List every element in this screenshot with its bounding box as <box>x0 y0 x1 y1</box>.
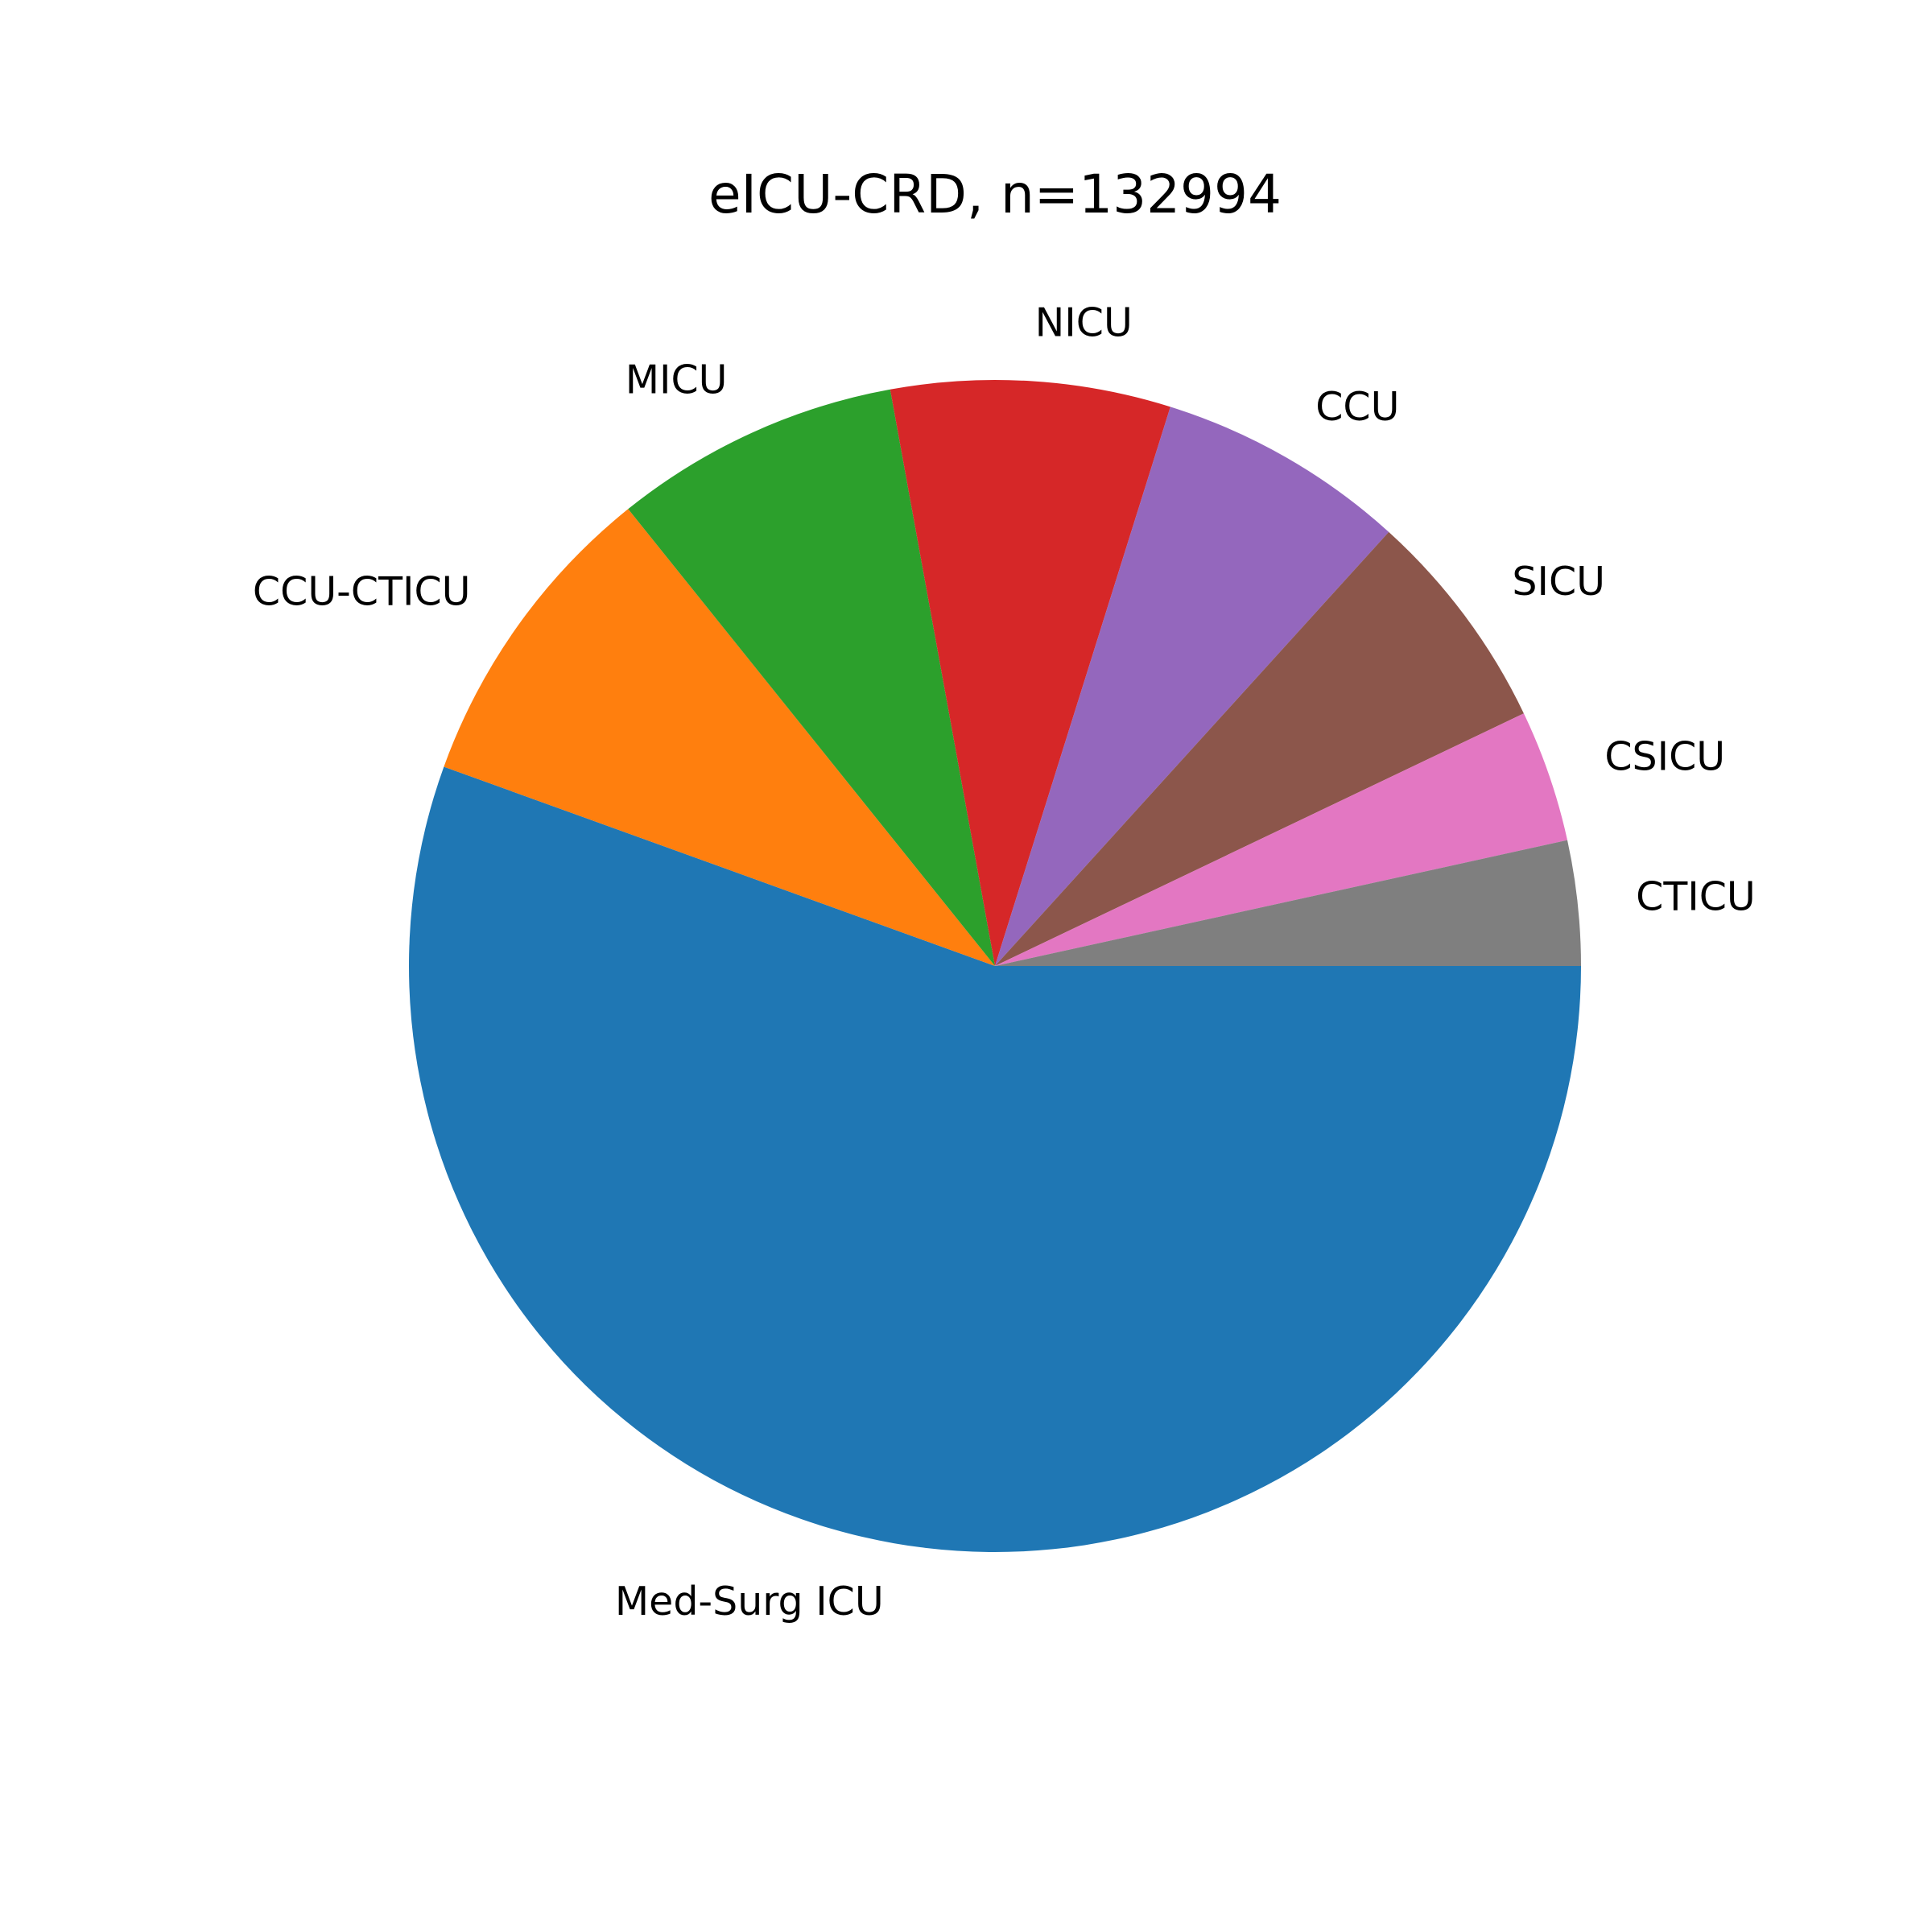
pie-slice-ccu <box>995 407 1389 966</box>
slices-layer <box>409 380 1582 1553</box>
pie-slice-sicu <box>995 531 1524 966</box>
pie-slice-nicu <box>890 380 1170 967</box>
slice-label-sicu: SICU <box>1512 559 1605 605</box>
pie-slice-cticu <box>995 840 1581 966</box>
slice-label-med-surg-icu: Med-Surg ICU <box>615 1579 884 1624</box>
chart-title: eICU-CRD, n=132994 <box>708 163 1282 225</box>
slice-label-ccu-cticu: CCU-CTICU <box>253 568 471 614</box>
pie-slice-med-surg-icu <box>409 766 1582 1553</box>
slice-label-micu: MICU <box>625 357 728 402</box>
slice-label-csicu: CSICU <box>1604 734 1725 780</box>
slice-label-cticu: CTICU <box>1636 874 1756 920</box>
slice-label-ccu: CCU <box>1315 384 1399 430</box>
pie-slice-micu <box>628 389 995 966</box>
slice-label-nicu: NICU <box>1035 300 1133 346</box>
pie-slice-csicu <box>995 713 1568 966</box>
pie-slice-ccu-cticu <box>444 509 995 966</box>
labels-layer: Med-Surg ICU CCU-CTICU MICU NICU CCU SICU CSIC… <box>253 300 1756 1624</box>
